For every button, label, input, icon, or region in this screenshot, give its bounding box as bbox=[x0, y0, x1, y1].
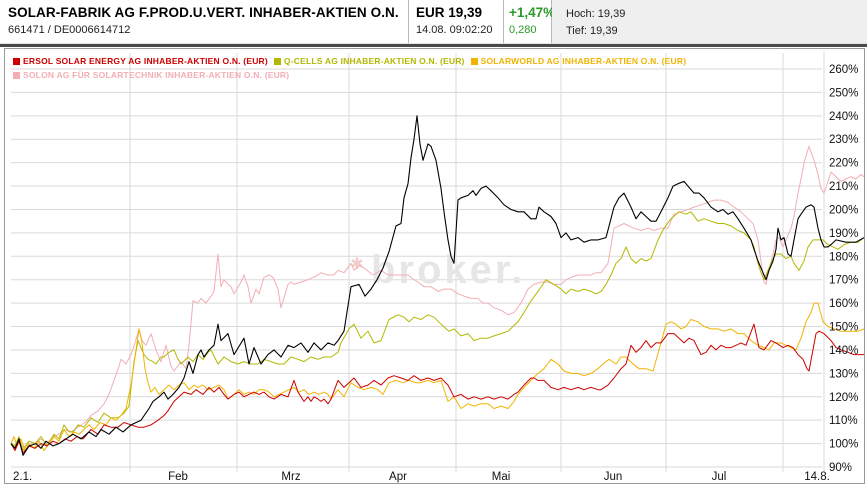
x-axis-label: 2.1. bbox=[13, 471, 32, 483]
y-axis-label: 140% bbox=[829, 345, 858, 357]
series-line bbox=[10, 302, 865, 452]
instrument-name: SOLAR-FABRIK AG F.PROD.U.VERT. INHABER-A… bbox=[8, 5, 399, 20]
quote-timestamp: 14.08. 09:02:20 bbox=[416, 24, 493, 36]
y-axis-label: 180% bbox=[829, 251, 858, 263]
y-axis-label: 220% bbox=[829, 158, 858, 170]
x-axis-label: Jun bbox=[604, 471, 623, 483]
change-block: +1,47% 0,280 bbox=[504, 0, 556, 43]
series-line bbox=[10, 145, 865, 449]
y-axis-label: 260% bbox=[829, 64, 858, 76]
change-absolute: 0,280 bbox=[509, 24, 537, 36]
x-axis-label: Jul bbox=[712, 471, 727, 483]
y-axis-label: 120% bbox=[829, 392, 858, 404]
y-axis-label: 170% bbox=[829, 275, 858, 287]
legend-item: Q-CELLS AG INHABER-AKTIEN O.N. (EUR) bbox=[273, 56, 465, 66]
instrument-header: SOLAR-FABRIK AG F.PROD.U.VERT. INHABER-A… bbox=[0, 0, 867, 43]
y-axis-label: 200% bbox=[829, 204, 858, 216]
legend-swatch-icon bbox=[13, 71, 20, 79]
x-axis-label: 14.8. bbox=[804, 471, 830, 483]
legend-label: ERSOL SOLAR ENERGY AG INHABER-AKTIEN O.N… bbox=[23, 56, 268, 66]
legend-item: ERSOL SOLAR ENERGY AG INHABER-AKTIEN O.N… bbox=[13, 56, 268, 66]
legend-label: SOLARWORLD AG INHABER-AKTIEN O.N. (EUR) bbox=[480, 56, 687, 66]
x-axis-label: Mrz bbox=[281, 471, 300, 483]
performance-chart: ✱ broker. 260% 250% 240% 230% 220% 210% 200% 190%… bbox=[4, 48, 865, 484]
legend-row: SOLON AG FÜR SOLARTECHNIK INHABER-AKTIEN… bbox=[13, 68, 858, 82]
price-block: EUR 19,39 14.08. 09:02:20 bbox=[409, 0, 504, 43]
watermark-text: broker. bbox=[371, 248, 525, 292]
series-line bbox=[10, 115, 865, 456]
y-axis-label: 230% bbox=[829, 134, 858, 146]
legend-row: ERSOL SOLAR ENERGY AG INHABER-AKTIEN O.N… bbox=[13, 54, 858, 68]
last-price: EUR 19,39 bbox=[416, 5, 483, 20]
x-axis-label: Mai bbox=[492, 471, 511, 483]
header-divider-light bbox=[0, 43, 867, 44]
legend-item: SOLON AG FÜR SOLARTECHNIK INHABER-AKTIEN… bbox=[13, 70, 289, 80]
y-axis-label: 90% bbox=[829, 462, 852, 474]
legend-label: Q-CELLS AG INHABER-AKTIEN O.N. (EUR) bbox=[283, 56, 465, 66]
y-axis-label: 210% bbox=[829, 181, 858, 193]
y-axis-label: 250% bbox=[829, 87, 858, 99]
day-range-block: Hoch: 19,39 Tief: 19,39 bbox=[552, 0, 867, 43]
wkn-isin: 661471 / DE0006614712 bbox=[8, 24, 131, 36]
legend-swatch-icon bbox=[273, 57, 281, 65]
legend-swatch-icon bbox=[13, 57, 20, 65]
legend-item: SOLARWORLD AG INHABER-AKTIEN O.N. (EUR) bbox=[470, 56, 687, 66]
day-low: Tief: 19,39 bbox=[566, 25, 618, 37]
y-axis-label: 110% bbox=[829, 415, 858, 427]
legend-label: SOLON AG FÜR SOLARTECHNIK INHABER-AKTIEN… bbox=[23, 70, 290, 80]
series-line bbox=[10, 323, 864, 454]
y-axis-label: 100% bbox=[829, 439, 858, 451]
legend-swatch-icon bbox=[470, 57, 478, 65]
x-axis-label: Apr bbox=[389, 471, 407, 483]
y-axis-label: 150% bbox=[829, 322, 858, 334]
chart-canvas: ✱ broker. 260% 250% 240% 230% 220% 210% 200% 190%… bbox=[10, 51, 865, 483]
watermark-logo-icon: ✱ bbox=[350, 256, 363, 273]
change-percent: +1,47% bbox=[509, 5, 556, 20]
header-divider-dark bbox=[0, 44, 867, 47]
y-axis-label: 130% bbox=[829, 368, 858, 380]
y-axis-label: 190% bbox=[829, 228, 858, 240]
x-axis-label: Feb bbox=[168, 471, 188, 483]
y-axis-label: 160% bbox=[829, 298, 858, 310]
instrument-title-block: SOLAR-FABRIK AG F.PROD.U.VERT. INHABER-A… bbox=[0, 0, 409, 43]
y-axis-label: 240% bbox=[829, 111, 858, 123]
day-high: Hoch: 19,39 bbox=[566, 8, 626, 20]
chart-legend: ERSOL SOLAR ENERGY AG INHABER-AKTIEN O.N… bbox=[13, 54, 858, 82]
